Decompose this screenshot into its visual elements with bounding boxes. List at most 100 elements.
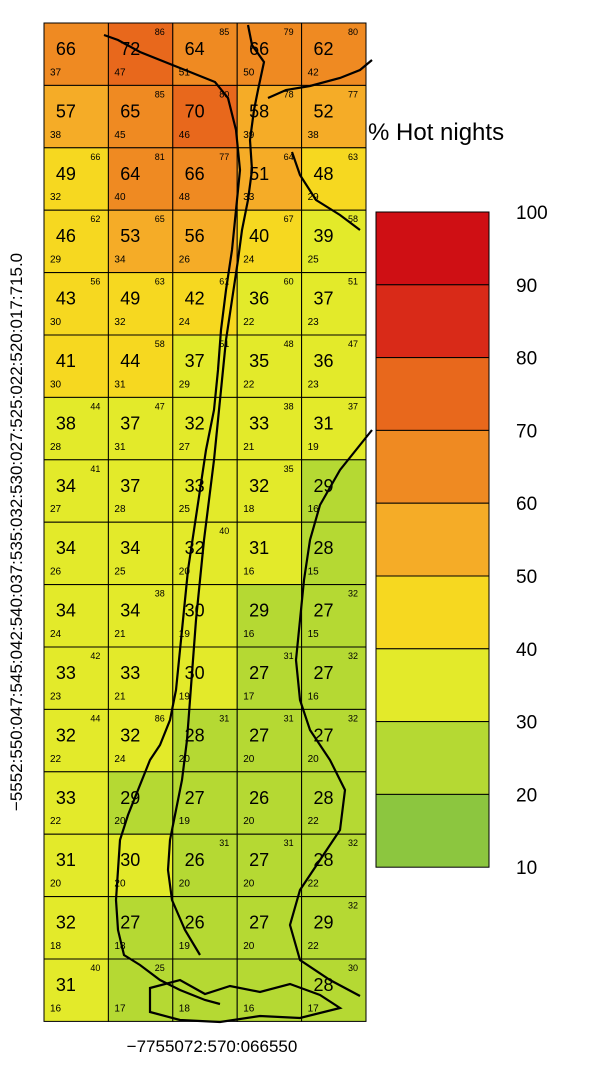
cell-min-value: 18 [50,941,62,952]
cell-max-value: 58 [348,214,358,224]
heatmap-cell [43,771,109,835]
cell-mean-value: 27 [313,663,333,683]
cell-min-value: 20 [243,879,255,890]
cell-min-value: 29 [179,379,191,390]
cell-min-value: 20 [114,879,126,890]
cell-mean-value: 29 [313,913,333,933]
cell-max-value: 47 [155,401,165,411]
cell-min-value: 20 [308,754,320,765]
cell-mean-value: 52 [313,101,333,121]
heatmap-cell [107,272,174,336]
cell-mean-value: 34 [120,538,140,558]
cell-mean-value: 37 [313,289,333,309]
cell-mean-value: 40 [249,226,269,246]
legend-title: % Hot nights [368,119,504,146]
cell-max-value: 85 [155,89,165,99]
cell-min-value: 16 [243,629,255,640]
cell-max-value: 31 [284,651,294,661]
cell-min-value: 22 [243,379,255,390]
cell-mean-value: 33 [56,788,76,808]
cell-mean-value: 34 [56,476,76,496]
tierra-del-fuego [148,978,343,1024]
cell-mean-value: 33 [120,663,140,683]
cell-min-value: 20 [114,816,126,827]
heatmap-cell [236,396,303,461]
cell-max-value: 86 [155,27,165,37]
color-bar-tick-labels: 100 90 80 70 60 50 40 30 20 10 [516,203,548,879]
cell-mean-value: 65 [120,101,140,121]
andes-border [166,24,266,956]
cell-max-value: 38 [155,589,165,599]
heatmap-cell [301,833,367,898]
heatmap-cell [236,22,303,86]
cell-max-value: 80 [348,27,358,37]
color-bar-tick: 70 [516,421,537,442]
cell-min-value: 17 [243,691,255,702]
cell-max-value: 32 [348,589,358,599]
cell-max-value: 32 [348,713,358,723]
cell-max-value: 78 [284,89,294,99]
color-bar-segment [375,211,490,286]
cell-min-value: 28 [50,442,62,453]
cell-mean-value: 32 [249,476,269,496]
color-bar-tick: 80 [516,349,537,370]
cell-min-value: 20 [50,879,62,890]
cell-mean-value: 28 [313,538,333,558]
cell-min-value: 31 [114,379,126,390]
cell-max-value: 65 [155,214,165,224]
cell-mean-value: 26 [185,850,205,870]
heatmap-cell [236,646,303,710]
cell-min-value: 28 [114,504,126,515]
cell-min-value: 34 [114,255,126,266]
cell-mean-value: 28 [313,975,333,995]
cell-min-value: 16 [308,504,320,515]
heatmap-cell [107,147,174,211]
cell-min-value: 22 [243,317,255,328]
heatmap-cell [301,334,367,398]
heatmap-cell [43,708,109,773]
cell-mean-value: 46 [56,226,76,246]
cell-min-value: 18 [243,504,255,515]
cell-mean-value: 27 [185,788,205,808]
heatmap-cell [236,708,303,773]
cell-mean-value: 37 [185,351,205,371]
cell-mean-value: 64 [120,164,140,184]
cell-mean-value: 32 [120,725,140,745]
x-axis-tick-labels: −7755072:570:066550 [127,1037,298,1056]
color-bar-segment [375,648,490,723]
color-bar-tick: 100 [516,203,548,224]
cell-mean-value: 30 [185,663,205,683]
cell-mean-value: 66 [56,39,76,59]
cell-max-value: 31 [284,713,294,723]
cell-max-value: 31 [219,838,229,848]
heatmap-cell [43,896,109,960]
cell-mean-value: 62 [313,39,333,59]
cell-max-value: 61 [219,277,229,287]
heatmap-cell [172,209,238,274]
cell-mean-value: 32 [56,725,76,745]
cell-max-value: 25 [155,963,165,973]
cell-min-value: 22 [50,816,62,827]
color-bar-segment [375,721,490,795]
cell-mean-value: 31 [313,413,333,433]
color-bar-tick: 60 [516,494,537,515]
heatmap-cell [172,147,238,211]
color-bar-segment [375,502,490,577]
cell-max-value: 37 [348,401,358,411]
heatmap-cell [301,84,367,149]
cell-min-value: 30 [50,317,62,328]
cell-mean-value: 32 [56,913,76,933]
cell-mean-value: 34 [56,601,76,621]
cell-max-value: 32 [348,901,358,911]
heatmap-cell [107,896,174,960]
cell-max-value: 67 [284,214,294,224]
heatmap-cell [301,272,367,336]
cell-mean-value: 53 [120,226,140,246]
cell-mean-value: 31 [56,850,76,870]
cell-min-value: 22 [308,941,320,952]
cell-min-value: 30 [50,379,62,390]
cell-min-value: 21 [243,442,255,453]
cell-max-value: 42 [90,651,100,661]
cell-mean-value: 36 [249,289,269,309]
cell-min-value: 16 [243,1003,255,1014]
